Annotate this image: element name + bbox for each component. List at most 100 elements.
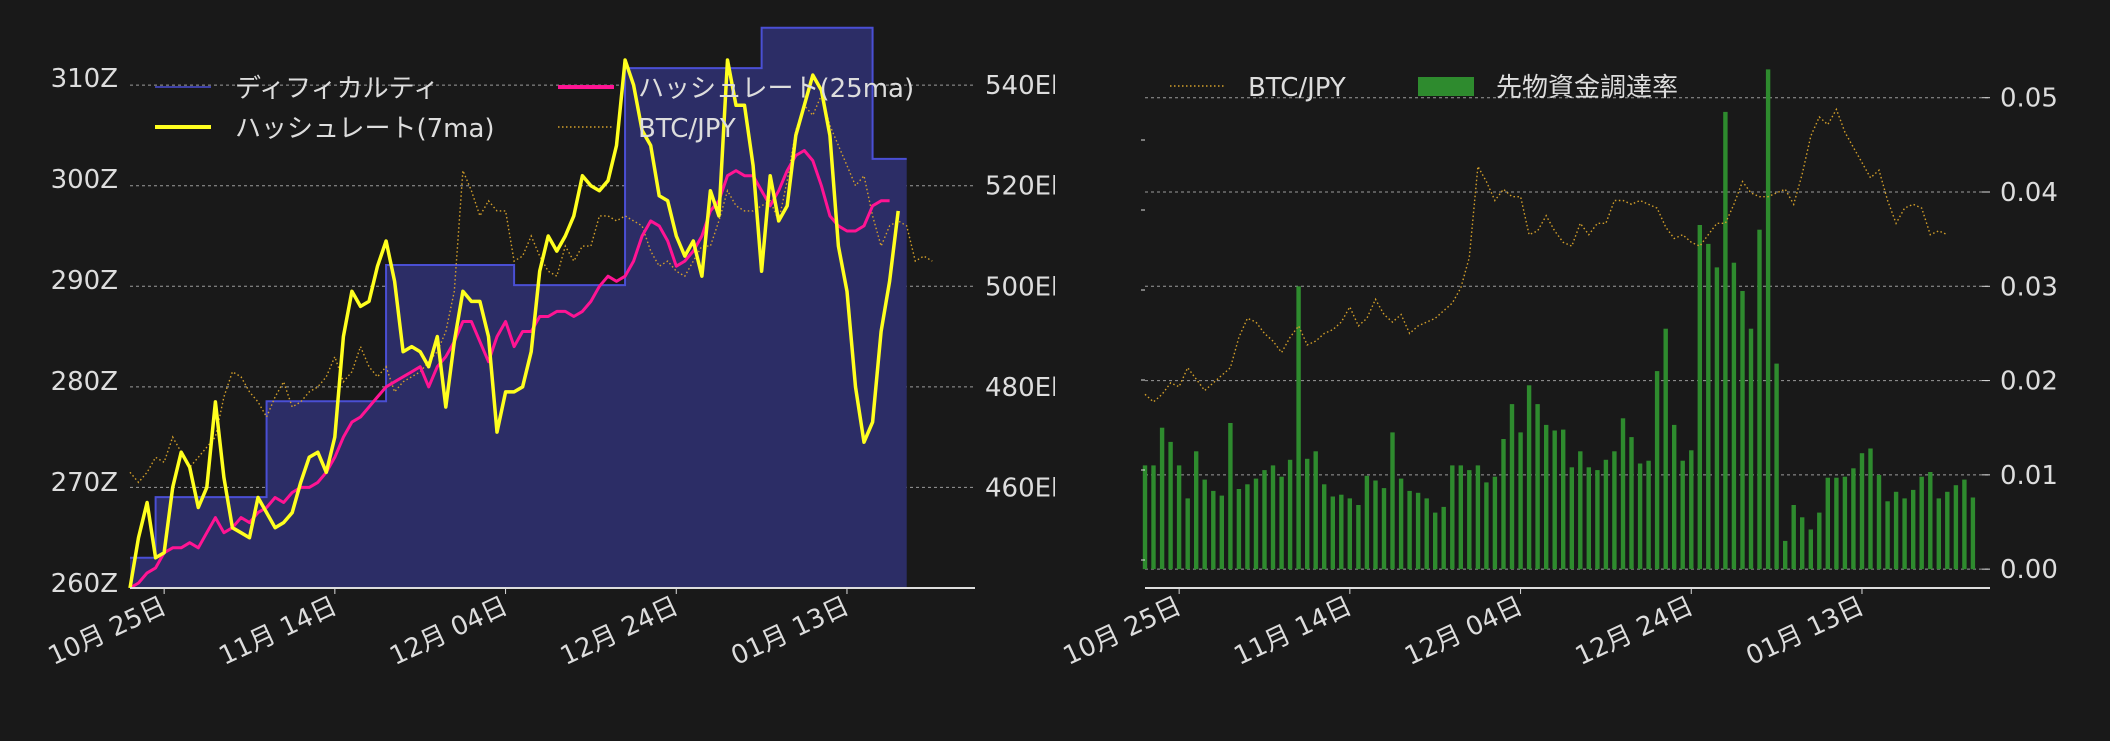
right-tick-label: 0.01 — [2000, 461, 2058, 491]
right-tick-label: 480Eh/s — [985, 373, 1055, 403]
funding-rate-bar — [1484, 482, 1489, 570]
funding-rate-bar — [1928, 472, 1933, 570]
funding-rate-bar — [1262, 470, 1267, 570]
funding-rate-bar — [1211, 490, 1216, 570]
funding-rate-bar — [1757, 229, 1762, 570]
funding-rate-bar — [1561, 429, 1566, 570]
legend-swatch — [1418, 77, 1474, 96]
btc-jpy-line — [129, 93, 933, 484]
funding-rate-bar — [1637, 463, 1643, 570]
funding-rate-bar — [1911, 489, 1916, 570]
hashrate-25ma-line — [129, 149, 890, 590]
funding-rate-bar — [1817, 512, 1822, 570]
funding-rate-bar — [1467, 470, 1472, 570]
funding-rate-bar — [1544, 424, 1549, 570]
right-tick-label: 0.03 — [2000, 272, 2058, 302]
funding-rate-bar — [1646, 460, 1651, 570]
difficulty-line — [130, 26, 907, 559]
funding-rate-bar — [1654, 371, 1660, 570]
x-tick-label: 11月 14日 — [215, 591, 342, 672]
left-tick-label: 310Z — [51, 64, 118, 94]
funding-rate-bar — [1356, 505, 1361, 570]
funding-rate-bar — [1586, 467, 1591, 570]
funding-rate-bar — [1322, 484, 1327, 570]
funding-rate-bar — [1526, 385, 1532, 570]
funding-rate-bar — [1270, 465, 1276, 570]
funding-rate-bar — [1876, 474, 1882, 570]
funding-rate-chart: 0.00 0.01 0.02 0.03 0.04 0.05 10月 25日 11月 14日 12… — [1059, 69, 2058, 672]
funding-rate-bar — [1680, 460, 1685, 570]
funding-rate-bar — [1373, 480, 1378, 570]
legend-label: 先物資金調達率 — [1496, 73, 1678, 103]
x-tick-label: 01月 13日 — [1742, 591, 1869, 672]
funding-rate-bar — [1919, 476, 1924, 570]
funding-rate-bar — [1825, 477, 1830, 570]
legend-label: ハッシュレート(7ma) — [235, 114, 495, 144]
funding-rate-bar — [1219, 495, 1224, 570]
x-tick-label: 12月 24日 — [1571, 591, 1698, 672]
funding-rate-bar — [1202, 479, 1207, 570]
funding-rate-bar — [1185, 498, 1190, 570]
funding-rate-bar — [1791, 505, 1796, 570]
right-tick-label: 0.04 — [2000, 178, 2058, 208]
hashrate-difficulty-chart: 260Z 270Z 280Z 290Z 300Z 310Z 460Eh/s 480Eh/s 50… — [44, 26, 1055, 672]
funding-rate-bar — [1159, 427, 1165, 570]
right-tick-label: 0.00 — [2000, 555, 2058, 585]
x-tick-label: 12月 24日 — [556, 591, 683, 672]
funding-rate-bar — [1620, 418, 1626, 570]
right-tick-label: 0.05 — [2000, 84, 2058, 114]
funding-rate-bar — [1424, 498, 1429, 570]
left-tick-label: 270Z — [51, 468, 118, 498]
funding-rate-bar — [1236, 489, 1242, 570]
funding-rate-bar — [1168, 441, 1173, 570]
funding-rate-bar — [1433, 512, 1438, 570]
funding-rate-bar — [1407, 490, 1412, 570]
left-tick-label: 280Z — [51, 367, 118, 397]
funding-rate-bar — [1936, 498, 1941, 570]
x-tick-label: 12月 04日 — [1400, 591, 1527, 672]
funding-rate-bar — [1339, 494, 1344, 570]
funding-rate-bar — [1851, 468, 1856, 570]
left-tick-label: 300Z — [51, 165, 118, 195]
funding-rate-bar — [1475, 465, 1481, 570]
funding-rate-bar — [1245, 484, 1250, 570]
funding-rate-bar — [1663, 328, 1668, 570]
funding-rate-bar — [1518, 432, 1523, 570]
funding-rate-bar — [1501, 439, 1506, 570]
funding-rate-bar — [1970, 497, 1976, 570]
funding-rate-bar — [1398, 478, 1404, 570]
funding-rate-bar — [1330, 496, 1335, 570]
right-tick-label: 460Eh/s — [985, 473, 1055, 503]
funding-rate-bar — [1381, 488, 1387, 570]
funding-rate-bar — [1885, 501, 1890, 570]
funding-rate-bar — [1535, 404, 1540, 570]
funding-rate-bar — [1603, 459, 1609, 570]
funding-rate-bar — [1176, 465, 1182, 570]
left-tick-label: 290Z — [51, 266, 118, 296]
funding-rate-bar — [1842, 476, 1848, 570]
funding-rate-bar — [1765, 69, 1771, 570]
funding-rate-bar — [1142, 465, 1148, 570]
funding-rate-bar — [1253, 478, 1259, 570]
left-tick-label: 260Z — [51, 569, 118, 599]
funding-rate-bar — [1629, 437, 1634, 570]
x-tick-label: 11月 14日 — [1230, 591, 1357, 672]
funding-rate-bar — [1364, 475, 1370, 570]
funding-rate-bar — [1415, 492, 1421, 570]
legend-label: BTC/JPY — [1248, 73, 1346, 103]
right-tick-label: 520Eh/s — [985, 172, 1055, 202]
funding-rate-bar — [1783, 540, 1788, 570]
funding-rate-bar — [1390, 432, 1395, 570]
funding-rate-bar — [1902, 498, 1907, 570]
x-tick-label: 10月 25日 — [44, 591, 171, 672]
funding-rate-bar — [1672, 424, 1677, 570]
funding-rate-bar — [1450, 465, 1455, 570]
funding-rate-bar — [1296, 286, 1301, 570]
hashrate-7ma-line — [128, 58, 900, 589]
funding-rate-bar — [1552, 430, 1557, 570]
funding-rate-bar — [1151, 465, 1156, 570]
x-tick-label: 01月 13日 — [727, 591, 854, 672]
right-tick-label: 0.02 — [2000, 367, 2058, 397]
funding-rate-bar — [1492, 476, 1498, 570]
x-tick-label: 10月 25日 — [1059, 591, 1186, 672]
